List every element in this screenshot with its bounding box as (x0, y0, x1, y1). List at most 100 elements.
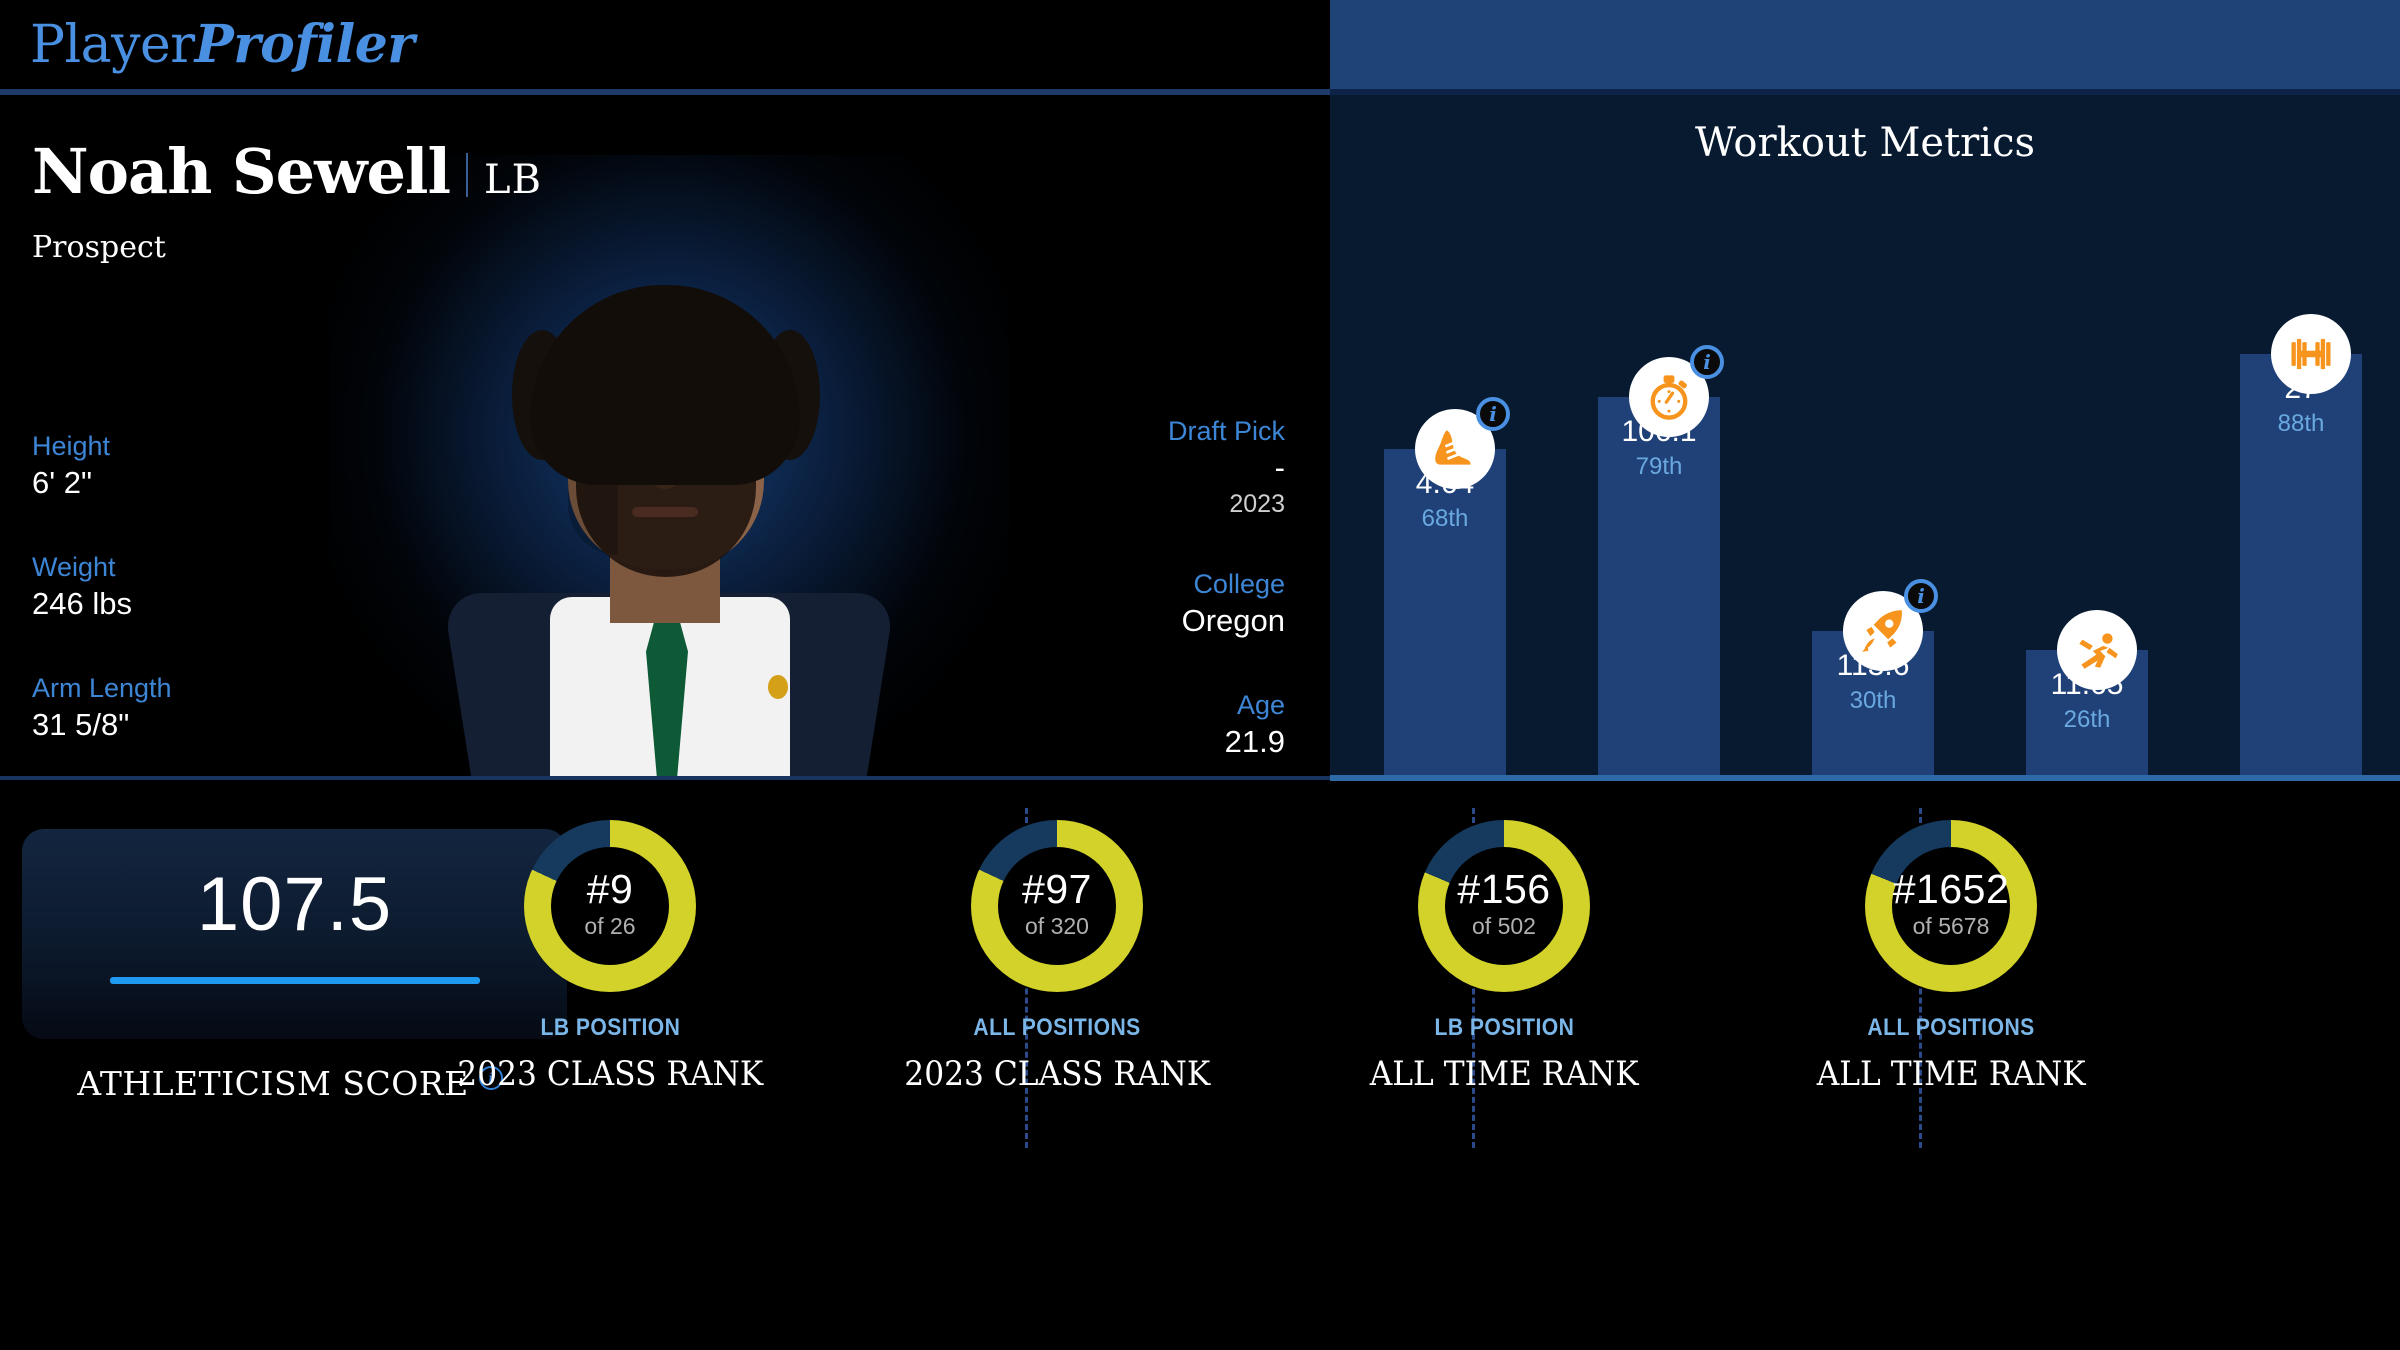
rank-number: #1652 (1892, 866, 2010, 912)
stat-label: Height (32, 431, 111, 461)
bar-percentile-label: 30th (1849, 687, 1897, 714)
rank-donut-chart: #97 of 320 (971, 820, 1143, 992)
info-icon[interactable]: i (478, 1066, 503, 1090)
bar-column-burst[interactable]: 113.630thi (1812, 579, 1938, 775)
stats-column-right: Draft Pick - 2023 College Oregon Age 21.… (900, 415, 1285, 776)
bar[interactable]: 2788th (2240, 354, 2362, 775)
workout-metrics-title: Workout Metrics (1694, 120, 2036, 166)
stat-label: Age (1236, 690, 1285, 720)
rank-number: #97 (1022, 866, 1092, 912)
headshot-mouth (632, 507, 698, 517)
info-icon[interactable]: i (1690, 345, 1724, 379)
stat-label: Weight (32, 552, 116, 582)
chart-baseline (1330, 775, 2400, 778)
bar-group: 4.6468thi106.179thi113.630thi11.6526th27… (1330, 260, 2400, 775)
stats-column-left: Height 6' 2" Weight 246 lbs Arm Length 3… (32, 430, 362, 776)
stat-value: Oregon (1181, 603, 1285, 638)
rank-cell: #97 of 320 ALL POSITIONS 2023 CLASS RANK (847, 820, 1267, 1094)
stat-arm-length: Arm Length 31 5/8" (32, 672, 362, 745)
donut-hole (1892, 847, 2010, 965)
donut-hole (551, 847, 669, 965)
stat-subvalue: 2023 (1229, 490, 1285, 518)
rank-scope-label: LB POSITION (1434, 1014, 1574, 1041)
logo-text-bold: Profiler (194, 14, 415, 75)
headshot-hair-top (530, 285, 800, 485)
stat-value: 21.9 (1224, 724, 1285, 759)
athleticism-score-value: 107.5 (196, 862, 393, 947)
rank-total: of 320 (1025, 913, 1089, 939)
stat-draft-pick: Draft Pick - 2023 (900, 415, 1285, 520)
donut-center-text: #97 of 320 (971, 866, 1143, 940)
player-status: Prospect (32, 230, 166, 265)
bar-column-speed[interactable]: 106.179th i (1598, 345, 1724, 775)
rank-title-label: ALL TIME RANK (1369, 1054, 1639, 1094)
rank-donut-chart: #1652 of 5678 (1865, 820, 2037, 992)
stat-height: Height 6' 2" (32, 430, 362, 503)
player-name: Noah Sewell (32, 135, 451, 208)
info-icon[interactable]: i (1904, 579, 1938, 613)
stat-value: 31 5/8" (32, 707, 130, 742)
bar-percentile-label: 79th (1635, 453, 1683, 480)
donut-hole (998, 847, 1116, 965)
donut-center-text: #156 of 502 (1418, 866, 1590, 940)
donut-center-text: #9 of 26 (524, 866, 696, 940)
stat-value: 6' 2" (32, 465, 93, 500)
bar-column-agility[interactable]: 11.6526th (2026, 610, 2148, 775)
stat-label: Arm Length (32, 673, 172, 703)
stat-value: 246 lbs (32, 586, 132, 621)
dumbbell-icon (2271, 314, 2351, 394)
rank-title-label: ALL TIME RANK (1816, 1054, 2086, 1094)
workout-metrics-panel: Workout Metrics 4.6468thi106.179thi113.6… (1330, 95, 2400, 846)
playerprofiler-logo[interactable]: PlayerProfiler (30, 14, 415, 75)
stat-label: Draft Pick (1167, 416, 1285, 446)
athleticism-score-label: ATHLETICISM SCORE i (0, 1064, 580, 1103)
rank-scope-label: LB POSITION (540, 1014, 680, 1041)
rank-cell: #1652 of 5678 ALL POSITIONS ALL TIME RANK (1741, 820, 2161, 1094)
player-position: LB (484, 157, 542, 203)
rank-total: of 502 (1472, 913, 1536, 939)
rank-number: #156 (1457, 866, 1551, 912)
rank-cell: #156 of 502 LB POSITION ALL TIME RANK (1294, 820, 1714, 1094)
athleticism-score-card: 107.5 (22, 829, 567, 1039)
stat-label: College (1193, 569, 1285, 599)
ranks-section: 107.5 ATHLETICISM SCORE i #9 of 26 LB POSIT… (0, 784, 2400, 1184)
rank-total: of 5678 (1912, 913, 1990, 939)
rank-scope-label: ALL POSITIONS (1867, 1014, 2035, 1041)
rank-scope-label: ALL POSITIONS (973, 1014, 1141, 1041)
logo-text-light: Player (30, 15, 195, 75)
bar-percentile-label: 26th (2063, 706, 2111, 733)
best-comparable-bar: BEST COMPARABLE RAEKWON MCMILLAN (1330, 0, 2400, 95)
bar-percentile-label: 68th (1421, 505, 1469, 532)
info-icon[interactable]: i (1476, 397, 1510, 431)
player-headshot (400, 275, 930, 776)
page-title: Noah Sewell LB (32, 135, 542, 208)
stat-value: - (1274, 450, 1285, 485)
rank-donut-chart: #156 of 502 (1418, 820, 1590, 992)
athleticism-accent-rule (110, 977, 480, 984)
rank-number: #9 (586, 866, 634, 912)
rank-donut-chart: #9 of 26 (524, 820, 696, 992)
page-header: PlayerProfiler BEST COMPARABLE RAEKWON M… (0, 0, 2400, 95)
bar-column-bench[interactable]: 2788th (2240, 314, 2362, 775)
stat-college: College Oregon (900, 568, 1285, 641)
workout-metrics-chart: 4.6468thi106.179thi113.630thi11.6526th27… (1330, 260, 2400, 778)
headshot-lapel-pin (768, 675, 788, 699)
bar[interactable]: 106.179th (1598, 397, 1720, 775)
bar-percentile-label: 88th (2277, 410, 2325, 437)
bar-column-40-yard[interactable]: 4.6468th i (1384, 397, 1510, 775)
header-left-band: PlayerProfiler (0, 0, 1330, 95)
rank-total: of 26 (584, 913, 636, 939)
title-divider (466, 153, 469, 197)
bar[interactable]: 4.6468th (1384, 449, 1506, 775)
rank-title-label: 2023 CLASS RANK (457, 1054, 763, 1094)
athleticism-label-text: ATHLETICISM SCORE (77, 1064, 469, 1103)
rank-title-label: 2023 CLASS RANK (904, 1054, 1210, 1094)
stat-age: Age 21.9 (900, 689, 1285, 762)
donut-center-text: #1652 of 5678 (1865, 866, 2037, 940)
rank-cell: #9 of 26 LB POSITION 2023 CLASS RANK (400, 820, 820, 1094)
player-profile-panel: Noah Sewell LB Prospect Height 6' 2" Weig… (0, 95, 1330, 780)
donut-hole (1445, 847, 1563, 965)
sprinter-icon (2057, 610, 2137, 690)
stat-weight: Weight 246 lbs (32, 551, 362, 624)
